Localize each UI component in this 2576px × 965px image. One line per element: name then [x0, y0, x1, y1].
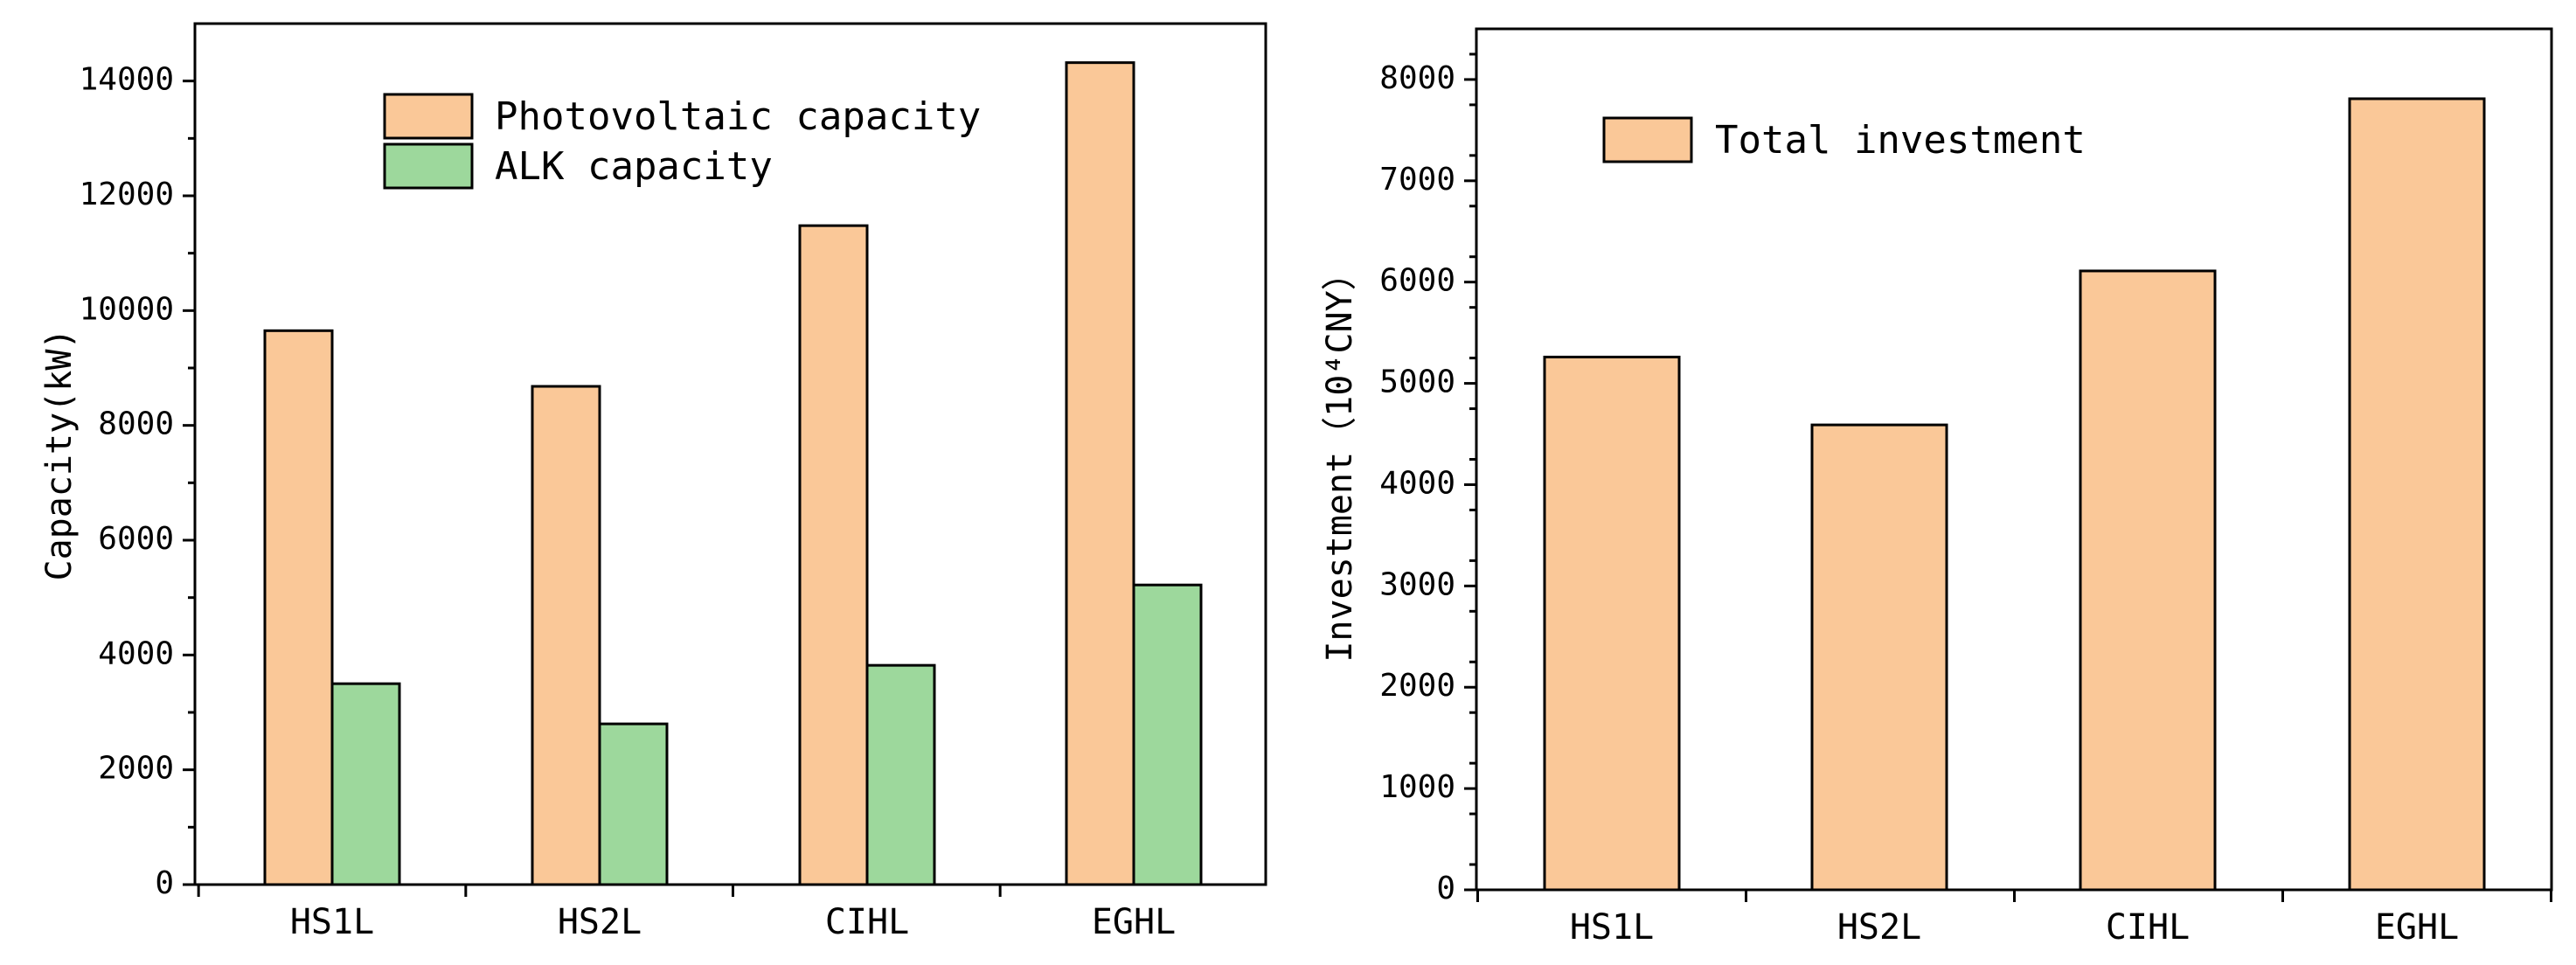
capacity-y-axis-title: Capacity(kW) [39, 329, 80, 581]
y-tick-label-8000: 8000 [98, 406, 174, 442]
capacity-chart: 0 2000 4000 6000 8000 10000 12000 14000 HS1L HS2… [39, 22, 1267, 942]
y-tick-label-7000: 7000 [1379, 162, 1455, 198]
y-tick-label-2000: 2000 [1379, 668, 1455, 704]
y-tick-label-6000: 6000 [1379, 263, 1455, 299]
investment-bars [1543, 97, 2486, 892]
bar-total-investment-hs2l [1810, 423, 1948, 892]
legend-label-photovoltaic: Photovoltaic capacity [495, 94, 981, 139]
x-tick-label-eghl: EGHL [2375, 907, 2459, 948]
legend-swatch-photovoltaic [383, 93, 474, 140]
x-tick-label-hs2l: HS2L [1837, 907, 1921, 948]
y-tick-label-2000: 2000 [98, 751, 174, 787]
investment-legend: Total investment [1602, 116, 2086, 163]
bar-total-investment-cihl [2079, 269, 2217, 892]
y-tick-label-10000: 10000 [80, 291, 174, 327]
x-tick-label-hs2l: HS2L [558, 902, 642, 942]
legend-swatch-total-investment [1602, 116, 1693, 163]
x-tick-label-cihl: CIHL [825, 902, 909, 942]
y-tick-label-0: 0 [1436, 871, 1455, 906]
legend-label-alk: ALK capacity [495, 144, 773, 189]
y-tick-label-4000: 4000 [1379, 465, 1455, 501]
bar-photovoltaic-capacity-eghl [1065, 61, 1135, 886]
bar-alk-capacity-cihl [865, 663, 936, 886]
y-tick-label-8000: 8000 [1379, 60, 1455, 96]
bar-alk-capacity-hs1l [330, 682, 401, 886]
legend-swatch-alk [383, 142, 474, 190]
y-tick-label-14000: 14000 [80, 62, 174, 98]
bar-total-investment-hs1l [1543, 355, 1681, 892]
legend-label-total-investment: Total investment [1715, 118, 2086, 163]
y-tick-label-3000: 3000 [1379, 566, 1455, 602]
bar-total-investment-eghl [2348, 97, 2486, 892]
y-tick-label-1000: 1000 [1379, 769, 1455, 805]
capacity-plot-frame [193, 22, 1267, 886]
capacity-legend: Photovoltaic capacity ALK capacity [383, 93, 981, 190]
x-tick-label-hs1l: HS1L [290, 902, 374, 942]
x-tick-label-hs1l: HS1L [1570, 907, 1654, 948]
bar-photovoltaic-capacity-cihl [798, 224, 869, 886]
y-tick-label-0: 0 [155, 865, 174, 901]
bar-alk-capacity-hs2l [598, 722, 669, 886]
bar-alk-capacity-eghl [1132, 583, 1203, 886]
investment-x-ticks: HS1L HS2L CIHL EGHL [1476, 890, 2552, 948]
y-tick-label-12000: 12000 [80, 177, 174, 212]
bar-photovoltaic-capacity-hs1l [263, 329, 334, 886]
x-tick-label-eghl: EGHL [1092, 902, 1176, 942]
capacity-bars [263, 61, 1203, 886]
capacity-x-ticks: HS1L HS2L CIHL EGHL [197, 885, 1176, 942]
y-tick-label-4000: 4000 [98, 635, 174, 671]
investment-y-ticks: 0 1000 2000 3000 4000 5000 6000 7000 8000 [1379, 52, 1476, 906]
x-tick-label-cihl: CIHL [2106, 907, 2190, 948]
y-tick-label-5000: 5000 [1379, 364, 1455, 400]
investment-y-axis-title: Investment（10⁴CNY） [1320, 255, 1360, 662]
bar-photovoltaic-capacity-hs2l [531, 385, 601, 886]
capacity-y-ticks: 0 2000 4000 6000 8000 10000 12000 14000 [80, 62, 195, 901]
y-tick-label-6000: 6000 [98, 521, 174, 557]
